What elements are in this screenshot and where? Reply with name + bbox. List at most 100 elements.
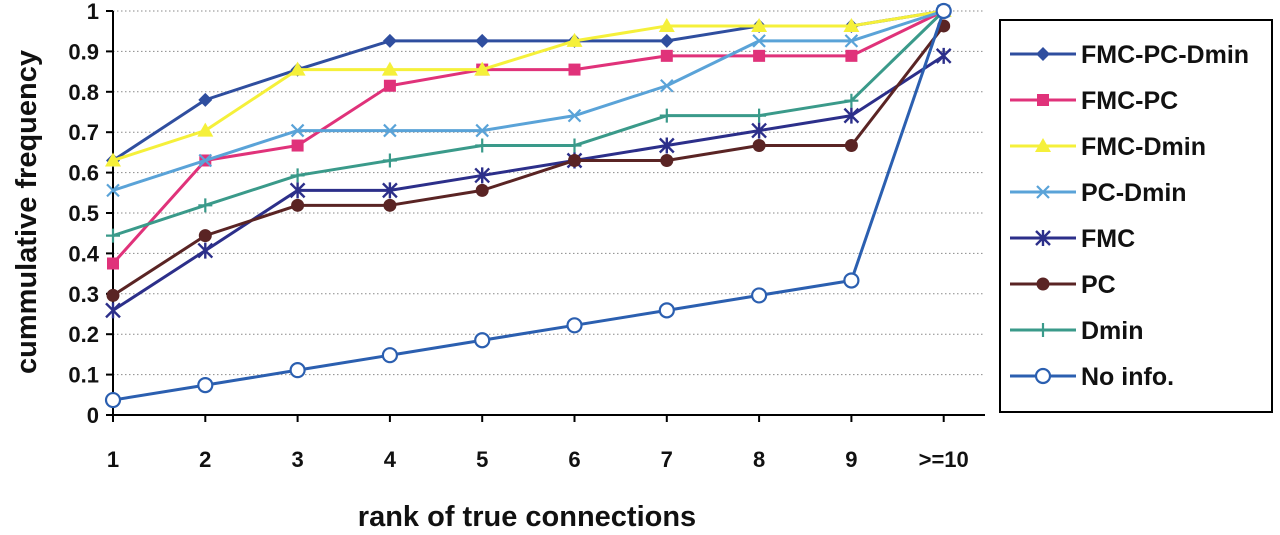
series-line bbox=[112, 25, 945, 297]
data-point bbox=[660, 153, 674, 167]
data-point bbox=[566, 317, 583, 334]
data-point bbox=[383, 79, 396, 92]
data-point bbox=[567, 138, 582, 153]
legend-marker bbox=[1036, 47, 1050, 61]
data-point bbox=[106, 228, 120, 243]
data-point bbox=[659, 33, 674, 48]
series-line bbox=[112, 9, 945, 238]
data-point bbox=[289, 182, 306, 199]
data-point bbox=[291, 139, 304, 152]
y-tick-label: 0.4 bbox=[68, 241, 99, 266]
data-point bbox=[844, 93, 859, 108]
series-fmc-pc-dmin bbox=[106, 4, 951, 168]
y-tick-label: 0.3 bbox=[68, 282, 99, 307]
data-point bbox=[659, 108, 674, 123]
data-point bbox=[105, 152, 121, 167]
data-point bbox=[474, 167, 491, 184]
data-point bbox=[106, 183, 120, 198]
data-point bbox=[289, 61, 306, 76]
legend-item: No info. bbox=[1010, 363, 1174, 391]
legend-marker bbox=[1036, 277, 1050, 291]
legend-label: FMC bbox=[1081, 225, 1135, 253]
data-point bbox=[197, 242, 214, 259]
series-line bbox=[112, 9, 944, 162]
y-axis-label: cummulative frequency bbox=[11, 50, 43, 374]
data-point bbox=[658, 302, 675, 319]
data-point bbox=[935, 47, 952, 64]
x-tick-label: >=10 bbox=[919, 447, 969, 472]
legend-item: FMC-PC bbox=[1010, 87, 1178, 115]
data-point bbox=[567, 108, 582, 123]
y-tick-label: 0.6 bbox=[68, 161, 99, 186]
data-point bbox=[381, 61, 398, 76]
data-point bbox=[475, 33, 490, 48]
x-tick-label: 5 bbox=[476, 447, 488, 472]
legend-label: No info. bbox=[1081, 363, 1174, 391]
legend-label: FMC-Dmin bbox=[1081, 133, 1206, 161]
legend-label: Dmin bbox=[1081, 317, 1144, 345]
y-tick-label: 0.7 bbox=[68, 120, 99, 145]
y-tick-label: 0.5 bbox=[68, 201, 99, 226]
legend-marker bbox=[1034, 367, 1052, 385]
data-point bbox=[197, 377, 214, 394]
y-tick-label: 0.2 bbox=[68, 322, 99, 347]
data-point bbox=[383, 198, 397, 212]
x-tick-label: 4 bbox=[384, 447, 397, 472]
x-axis-label: rank of true connections bbox=[358, 501, 696, 530]
legend-marker bbox=[1036, 185, 1050, 199]
series-fmc-dmin bbox=[105, 3, 952, 167]
series-line bbox=[111, 9, 945, 265]
data-point bbox=[198, 229, 212, 243]
legend: FMC-PC-Dmin FMC-PC FMC-Dmin PC-Dmin FMC PC Dmi… bbox=[999, 19, 1273, 413]
legend-item: FMC bbox=[1010, 225, 1135, 253]
data-point bbox=[475, 123, 489, 138]
data-point bbox=[752, 139, 766, 153]
legend-item: PC bbox=[1010, 271, 1116, 299]
legend-marker bbox=[1035, 230, 1051, 246]
series-dmin bbox=[106, 4, 951, 243]
legend-label: PC-Dmin bbox=[1081, 179, 1187, 207]
data-point bbox=[843, 107, 860, 124]
series-group bbox=[104, 2, 952, 409]
y-tick-label: 1 bbox=[87, 0, 99, 24]
legend-item: PC-Dmin bbox=[1010, 179, 1187, 207]
data-point bbox=[474, 332, 491, 349]
data-point bbox=[198, 198, 213, 213]
data-point bbox=[106, 288, 120, 302]
series-line bbox=[112, 54, 945, 312]
x-tick-label: 2 bbox=[199, 447, 211, 472]
data-point bbox=[475, 138, 490, 153]
data-point bbox=[844, 34, 859, 48]
legend-frame bbox=[999, 19, 1273, 413]
x-tick-label: 6 bbox=[568, 447, 580, 472]
series-line bbox=[112, 10, 946, 402]
data-point bbox=[197, 122, 214, 137]
data-point bbox=[383, 123, 397, 138]
data-point bbox=[845, 49, 858, 62]
data-point bbox=[381, 347, 398, 364]
gridlines bbox=[113, 10, 985, 376]
data-point bbox=[752, 34, 766, 48]
data-point bbox=[289, 362, 306, 379]
data-point bbox=[750, 287, 768, 304]
data-point bbox=[382, 182, 398, 199]
data-point bbox=[843, 17, 860, 32]
legend-item: FMC-Dmin bbox=[1010, 133, 1206, 161]
legend-label: FMC-PC-Dmin bbox=[1081, 41, 1249, 69]
data-point bbox=[290, 168, 305, 183]
legend-marker bbox=[1037, 94, 1049, 106]
series-no-info bbox=[104, 2, 952, 409]
series-line bbox=[112, 9, 944, 162]
data-point bbox=[753, 49, 766, 62]
series-fmc bbox=[105, 47, 952, 319]
data-point bbox=[568, 153, 581, 167]
x-tick-label: 7 bbox=[661, 447, 673, 472]
legend-label: PC bbox=[1081, 271, 1116, 299]
x-tick-label: 9 bbox=[845, 447, 857, 472]
series-line bbox=[112, 9, 945, 192]
series-pc bbox=[106, 19, 951, 302]
legend-label: FMC-PC bbox=[1081, 87, 1178, 115]
legend-marker bbox=[1035, 138, 1051, 152]
data-point bbox=[198, 153, 213, 168]
